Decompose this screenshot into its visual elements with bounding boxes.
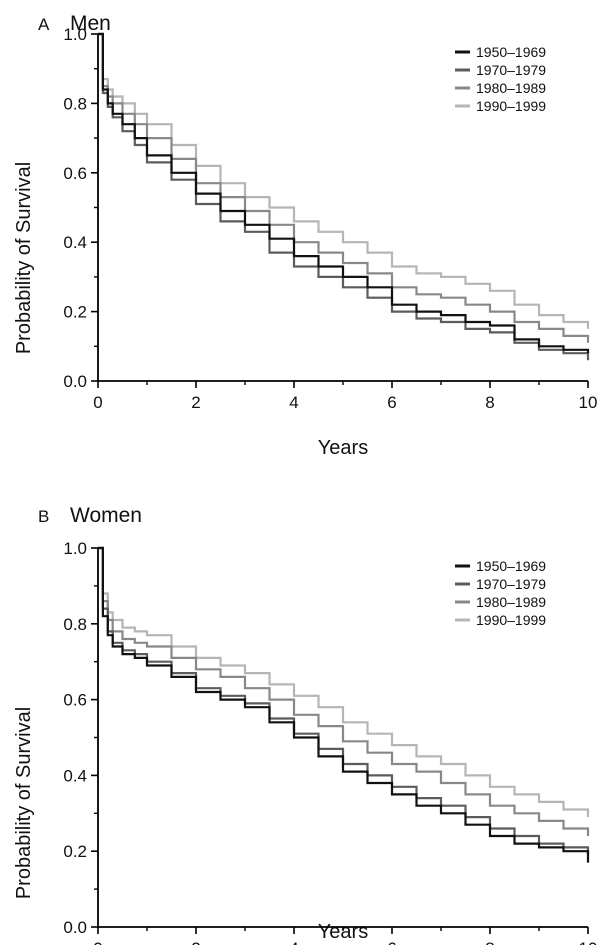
series-line bbox=[98, 32, 590, 354]
y-tick-label: 0.8 bbox=[63, 615, 87, 634]
x-tick-label: 10 bbox=[579, 393, 598, 412]
y-tick-label: 0.2 bbox=[63, 842, 87, 861]
x-tick-label: 0 bbox=[93, 939, 102, 945]
y-axis-title: Probability of Survival bbox=[13, 162, 35, 354]
series-line bbox=[98, 32, 590, 361]
x-axis-title: Years bbox=[318, 921, 368, 943]
x-tick-label: 6 bbox=[387, 939, 396, 945]
legend-label: 1980–1989 bbox=[476, 80, 546, 96]
y-tick-label: 1.0 bbox=[63, 25, 87, 44]
series-line bbox=[98, 546, 590, 818]
panel-letter: A bbox=[38, 15, 50, 34]
y-tick-label: 0.8 bbox=[63, 94, 87, 113]
legend-label: 1990–1999 bbox=[476, 612, 546, 628]
legend-label: 1950–1969 bbox=[476, 44, 546, 60]
survival-chart-men: A Men Probability of Survival Years 0.00… bbox=[13, 12, 597, 459]
y-tick-label: 0.4 bbox=[63, 766, 87, 785]
x-tick-label: 8 bbox=[485, 939, 494, 945]
x-tick-label: 4 bbox=[289, 393, 298, 412]
y-tick-label: 0.0 bbox=[63, 918, 87, 937]
y-tick-label: 0.0 bbox=[63, 372, 87, 391]
y-tick-label: 0.2 bbox=[63, 303, 87, 322]
chart-title: Women bbox=[70, 504, 142, 527]
x-tick-label: 2 bbox=[191, 939, 200, 945]
x-tick-label: 10 bbox=[579, 939, 598, 945]
y-tick-label: 0.4 bbox=[63, 233, 87, 252]
x-axis-title: Years bbox=[318, 437, 368, 459]
panel-letter: B bbox=[38, 507, 49, 526]
y-tick-label: 0.6 bbox=[63, 164, 87, 183]
series-line bbox=[98, 546, 590, 863]
chart-title: Men bbox=[70, 12, 111, 35]
legend-label: 1970–1979 bbox=[476, 62, 546, 78]
y-tick-label: 0.6 bbox=[63, 691, 87, 710]
series-line bbox=[98, 546, 590, 836]
x-tick-label: 0 bbox=[93, 393, 102, 412]
x-tick-label: 2 bbox=[191, 393, 200, 412]
chart-panel-women: B Women Probability of Survival Years 0.… bbox=[0, 470, 602, 945]
legend-label: 1950–1969 bbox=[476, 558, 546, 574]
legend-label: 1970–1979 bbox=[476, 576, 546, 592]
y-axis-title: Probability of Survival bbox=[13, 707, 35, 899]
legend-label: 1990–1999 bbox=[476, 98, 546, 114]
legend-label: 1980–1989 bbox=[476, 594, 546, 610]
plot-area: 0.0 0.2 0.4 0.6 0.8 1.0 0 2 4 6 8 10 1950–1969 1970–1… bbox=[63, 539, 597, 945]
plot-area: 0.0 0.2 0.4 0.6 0.8 1.0 0 2 4 6 8 10 1950–1969 1970–1… bbox=[63, 25, 597, 412]
chart-panel-men: A Men Probability of Survival Years 0.0 0… bbox=[0, 0, 602, 470]
x-tick-label: 6 bbox=[387, 393, 396, 412]
x-tick-label: 8 bbox=[485, 393, 494, 412]
x-tick-label: 4 bbox=[289, 939, 298, 945]
y-tick-label: 1.0 bbox=[63, 539, 87, 558]
survival-chart-women: B Women Probability of Survival Years 0.… bbox=[13, 504, 597, 945]
